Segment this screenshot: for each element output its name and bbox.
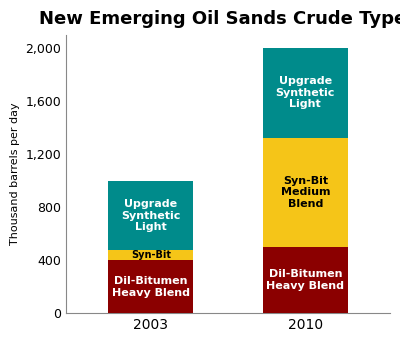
Title: New Emerging Oil Sands Crude Types: New Emerging Oil Sands Crude Types xyxy=(39,10,400,28)
Bar xyxy=(108,181,194,250)
Text: Syn-Bit
Medium
Blend: Syn-Bit Medium Blend xyxy=(281,176,330,209)
Text: Syn-Bit: Syn-Bit xyxy=(131,250,171,260)
Text: Upgrade
Synthetic
Light: Upgrade Synthetic Light xyxy=(121,199,181,232)
Text: Dil-Bitumen
Heavy Blend: Dil-Bitumen Heavy Blend xyxy=(266,269,344,291)
Bar xyxy=(263,137,348,247)
Y-axis label: Thousand barrels per day: Thousand barrels per day xyxy=(10,103,20,246)
Bar xyxy=(263,247,348,313)
Bar xyxy=(263,48,348,137)
Bar xyxy=(108,260,194,313)
Bar xyxy=(108,250,194,260)
Text: Upgrade
Synthetic
Light: Upgrade Synthetic Light xyxy=(276,76,335,109)
Text: Dil-Bitumen
Heavy Blend: Dil-Bitumen Heavy Blend xyxy=(112,276,190,298)
